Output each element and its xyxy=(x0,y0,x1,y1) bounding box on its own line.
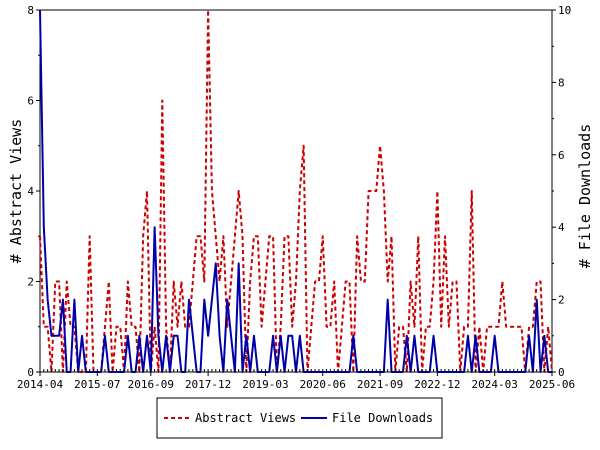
plot-frame xyxy=(39,9,553,373)
legend: Abstract Views File Downloads xyxy=(156,397,443,439)
series-line-file-downloads xyxy=(39,9,552,373)
y-left-tick-label: 2 xyxy=(27,276,34,289)
y-left-tick-label: 8 xyxy=(27,4,34,17)
y-right-tick-label: 0 xyxy=(558,366,565,379)
y-right-tick-label: 8 xyxy=(558,76,565,89)
x-axis: 2014-04 2015-07 2016-09 2017-12 2019-03 2020-… xyxy=(17,369,575,391)
x-tick-label: 2020-06 xyxy=(300,378,346,391)
legend-box xyxy=(156,397,443,439)
y-axis-left-title: # Abstract Views xyxy=(7,119,25,264)
x-tick-label: 2017-12 xyxy=(185,378,231,391)
x-tick-label: 2015-07 xyxy=(74,378,120,391)
legend-label-file-downloads: File Downloads xyxy=(332,411,433,425)
x-tick-label: 2021-09 xyxy=(357,378,403,391)
y-right-tick-label: 10 xyxy=(558,4,571,17)
y-left-tick-label: 0 xyxy=(27,366,34,379)
x-tick-label: 2022-12 xyxy=(414,378,460,391)
legend-label-abstract-views: Abstract Views xyxy=(195,411,296,425)
y-left-tick-label: 6 xyxy=(27,95,34,108)
series-line-abstract-views xyxy=(39,9,553,373)
y-axis-right-title: # File Downloads xyxy=(576,124,594,269)
x-tick-label: 2024-03 xyxy=(472,378,518,391)
x-tick-label: 2025-06 xyxy=(529,378,575,391)
y-axis-right: 0 2 4 6 8 10 xyxy=(552,4,571,379)
y-right-tick-label: 2 xyxy=(558,294,565,307)
y-axis-left: 0 2 4 6 8 xyxy=(27,4,40,379)
y-left-tick-label: 4 xyxy=(27,185,34,198)
x-tick-label: 2014-04 xyxy=(17,378,64,391)
x-tick-label: 2019-03 xyxy=(242,378,288,391)
series-layer xyxy=(39,9,553,373)
y-right-tick-label: 4 xyxy=(558,221,565,234)
plot-area: 2014-04 2015-07 2016-09 2017-12 2019-03 2020-… xyxy=(17,4,575,391)
y-right-tick-label: 6 xyxy=(558,149,565,162)
x-tick-label: 2016-09 xyxy=(128,378,174,391)
